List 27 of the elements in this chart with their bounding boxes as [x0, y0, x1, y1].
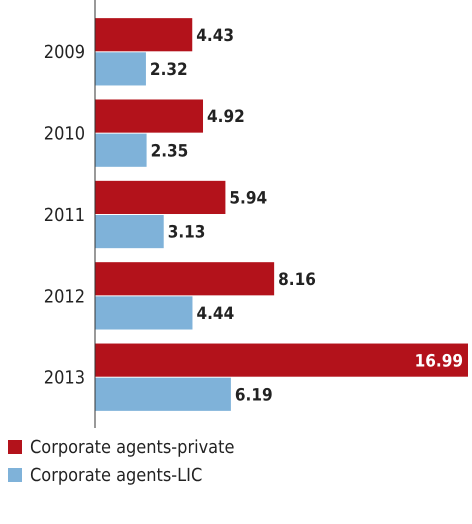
- bar: [95, 52, 146, 86]
- data-label: 8.16: [278, 270, 316, 290]
- y-tick-label: 2009: [44, 42, 85, 64]
- bar: [95, 262, 274, 296]
- data-label: 6.19: [234, 385, 273, 406]
- bar: [95, 378, 231, 411]
- bar: [95, 134, 147, 167]
- y-tick-label: 2013: [44, 368, 85, 389]
- data-label: 16.99: [414, 351, 463, 372]
- bar: [95, 296, 192, 330]
- data-label: 4.43: [196, 26, 234, 46]
- y-tick-label: 2011: [44, 204, 85, 226]
- legend-label: Corporate agents-LIC: [30, 464, 202, 486]
- bar: [95, 344, 468, 377]
- y-tick-label: 2012: [44, 286, 85, 308]
- legend-label: Corporate agents-private: [30, 436, 234, 458]
- bar: [95, 18, 192, 52]
- data-label: 3.13: [168, 222, 206, 243]
- y-tick-label: 2010: [44, 124, 85, 145]
- data-label: 4.92: [207, 107, 245, 128]
- data-label: 2.32: [150, 60, 188, 80]
- bar: [95, 180, 226, 214]
- data-label: 5.94: [229, 188, 268, 209]
- bar: [95, 99, 204, 133]
- bar: [95, 215, 164, 248]
- data-label: 4.44: [196, 304, 234, 324]
- data-label: 2.35: [150, 141, 188, 162]
